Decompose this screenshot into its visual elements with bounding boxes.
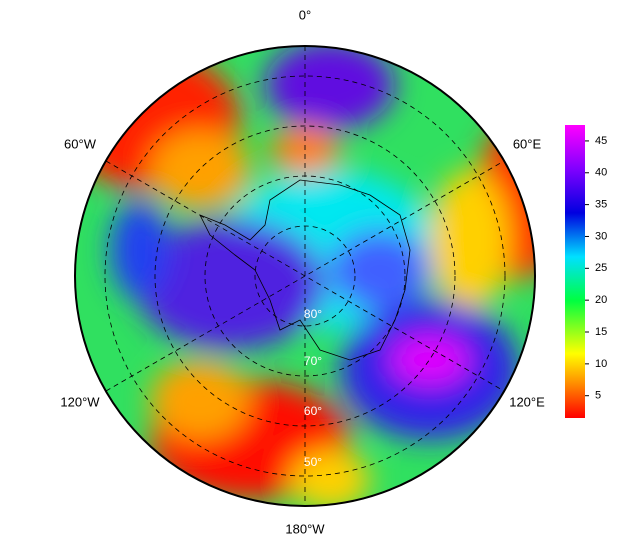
- colorbar-tick-label: 15: [595, 326, 607, 338]
- latitude-label: 60°: [304, 404, 322, 418]
- map-border: [74, 45, 536, 507]
- meridian-label: 0°: [299, 7, 311, 22]
- meridian-label: 120°E: [509, 394, 545, 409]
- colorbar-tick-label: 25: [595, 262, 607, 274]
- colorbar: [565, 125, 585, 418]
- colorbar-tick-label: 40: [595, 167, 607, 179]
- latitude-label: 50°: [304, 455, 322, 469]
- colorbar-tick-label: 35: [595, 199, 607, 211]
- latitude-label: 80°: [304, 307, 322, 321]
- colorbar-tick-label: 10: [595, 358, 607, 370]
- colorbar-tick-label: 45: [595, 135, 607, 147]
- meridian-label: 180°W: [285, 521, 325, 536]
- colorbar-tick-label: 5: [595, 390, 601, 402]
- colorbar-tick-label: 30: [595, 230, 607, 242]
- meridian-label: 60°E: [513, 136, 542, 151]
- latitude-label: 70°: [304, 354, 322, 368]
- field: [75, 46, 535, 506]
- colorbar-tick-label: 20: [595, 294, 607, 306]
- coastline: [199, 179, 411, 361]
- meridian-label: 60°W: [64, 136, 97, 151]
- meridian-label: 120°W: [60, 394, 100, 409]
- graticule: [104, 46, 506, 506]
